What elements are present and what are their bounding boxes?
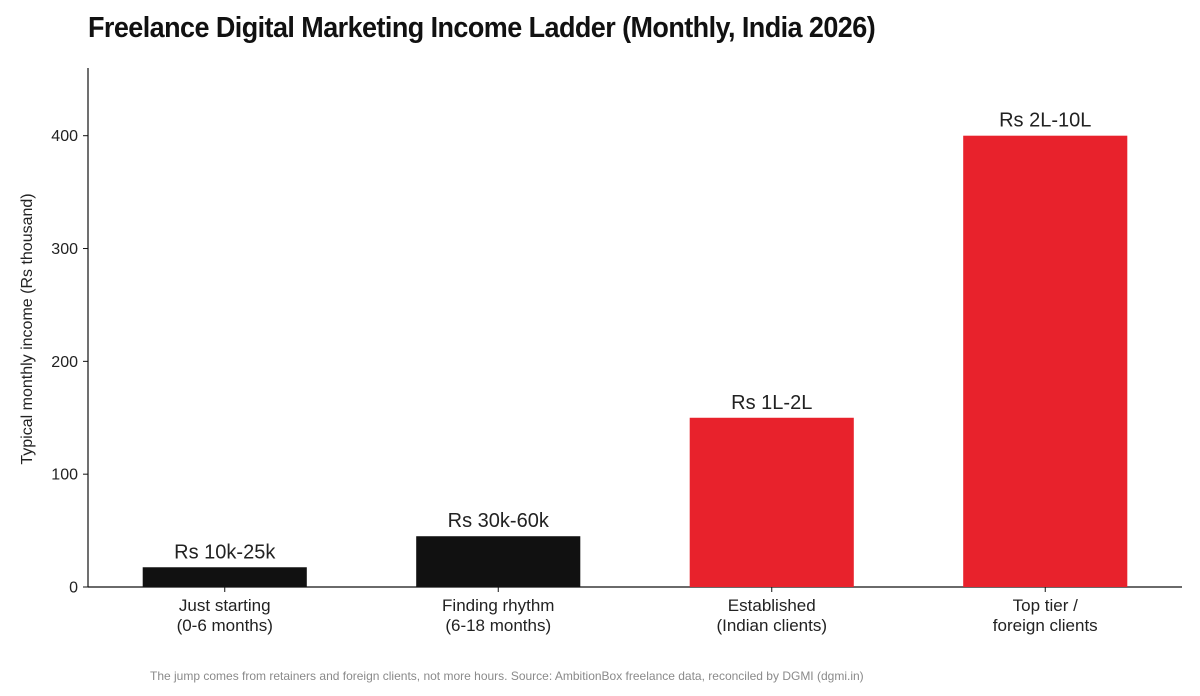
x-tick-label: Established: [728, 596, 816, 615]
x-tick-label: (Indian clients): [716, 616, 827, 635]
bars: Rs 10k-25k Rs 30k-60k Rs 1L-2L Rs 2L-10L: [142, 110, 1128, 587]
bar-data-label: Rs 1L-2L: [731, 392, 812, 414]
y-tick-label: 400: [51, 128, 78, 145]
x-axis: Just starting(0-6 months)Finding rhythm(…: [88, 586, 1182, 635]
x-tick-label: (0-6 months): [177, 616, 273, 635]
y-tick-label: 0: [69, 580, 78, 597]
x-tick-label: Top tier /: [1013, 596, 1078, 615]
bar-data-label: Rs 30k-60k: [448, 510, 550, 532]
y-axis: 0 100 200 300 400: [51, 68, 89, 597]
x-tick-label: (6-18 months): [445, 616, 551, 635]
y-tick-label: 200: [51, 354, 78, 371]
chart-title: Freelance Digital Marketing Income Ladde…: [88, 12, 876, 44]
x-tick-label: Just starting: [179, 596, 271, 615]
y-tick-label: 100: [51, 467, 78, 484]
bar-data-label: Rs 10k-25k: [174, 541, 276, 563]
y-tick-label: 300: [51, 241, 78, 258]
bar: [142, 567, 307, 587]
bar: [416, 536, 581, 587]
bar-data-label: Rs 2L-10L: [999, 110, 1091, 132]
x-tick-label: Finding rhythm: [442, 596, 554, 615]
x-tick-label: foreign clients: [993, 616, 1098, 635]
bar: [963, 135, 1128, 587]
y-axis-label: Typical monthly income (Rs thousand): [19, 193, 36, 464]
bar: [689, 417, 854, 587]
footnote: The jump comes from retainers and foreig…: [150, 669, 864, 683]
